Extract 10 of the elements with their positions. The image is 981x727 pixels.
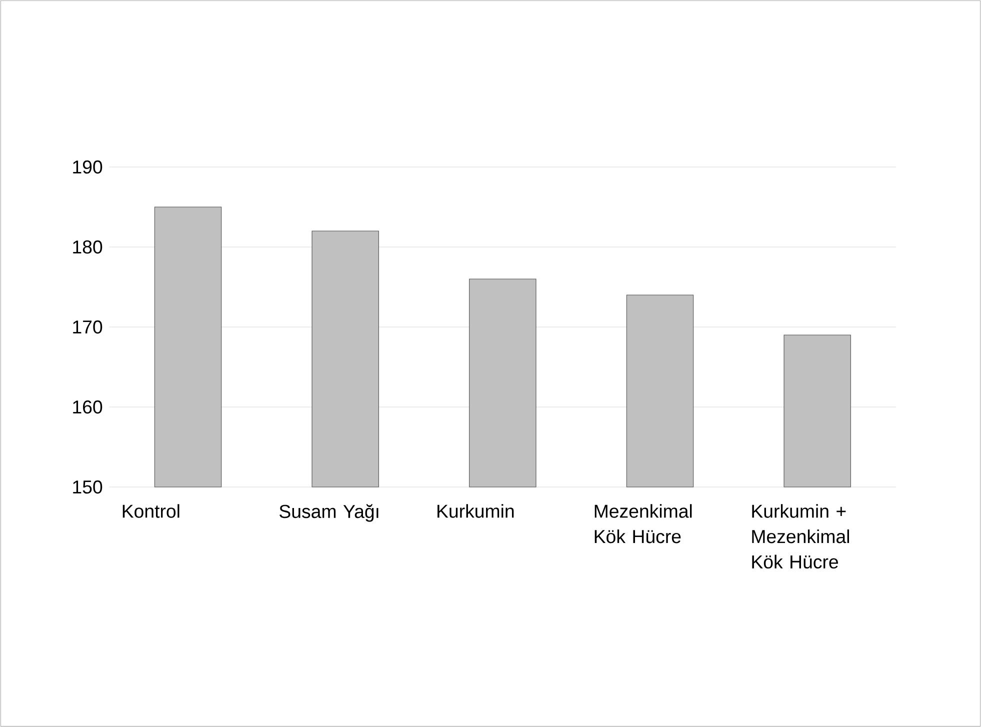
y-tick-label: 150 — [73, 480, 102, 494]
x-tick-label: Kurkumin — [438, 504, 514, 518]
y-tick-label: 190 — [73, 160, 102, 174]
x-tick-label: Susam Yağı — [280, 504, 378, 522]
x-tick-label: Kurkumin + Mezenkimal Kök Hücre — [752, 504, 849, 569]
x-tick-label: Kontrol — [122, 504, 180, 518]
x-tick-label: Mezenkimal Kök Hücre — [594, 504, 692, 544]
y-tick-label: 180 — [73, 240, 102, 254]
y-tick-label: 160 — [73, 400, 102, 414]
y-tick-label: 170 — [73, 320, 102, 334]
